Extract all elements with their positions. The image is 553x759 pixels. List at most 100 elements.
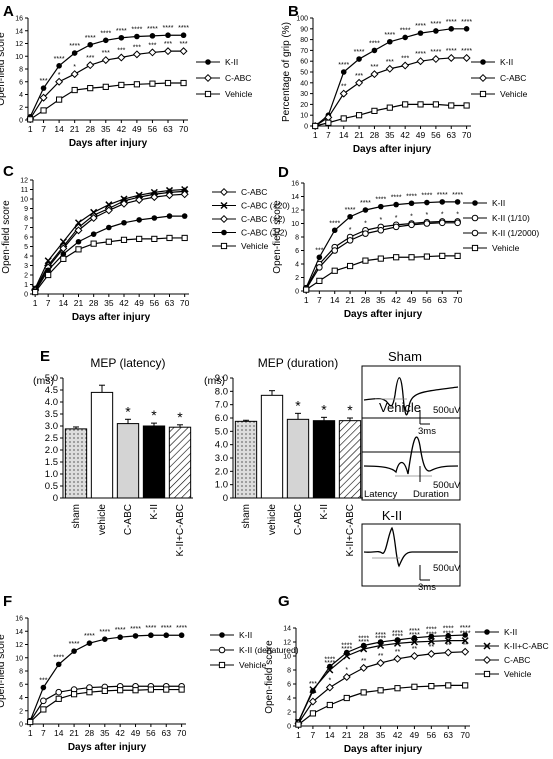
data-point (411, 683, 418, 690)
legend-label: K-II+C-ABC (504, 641, 549, 651)
data-point (180, 32, 187, 39)
trace-sham (363, 377, 459, 416)
y-tick-label: 3.5 (45, 409, 58, 420)
x-tick-label: 49 (131, 728, 141, 738)
x-tick-label: 56 (150, 298, 160, 308)
data-point (394, 685, 401, 692)
significance-mark: * (58, 72, 61, 79)
significance-mark: ** (446, 643, 452, 650)
x-tick-label: 63 (165, 298, 175, 308)
data-point (70, 70, 79, 79)
significance-mark: * (295, 397, 301, 413)
panel-label: D (278, 164, 289, 181)
significance-mark: *** (133, 44, 141, 51)
y-tick-label: 14 (283, 626, 291, 633)
data-point (444, 648, 453, 657)
legend-label: C-ABC (500, 73, 526, 83)
data-point (27, 116, 34, 123)
data-point (316, 254, 323, 261)
bar-C-ABC (116, 423, 140, 499)
y-tick-label: 8 (19, 669, 23, 676)
x-axis-label: Days after injury (344, 744, 423, 755)
y-tick-label: 2 (19, 105, 23, 112)
data-point (376, 658, 385, 668)
data-point (71, 86, 78, 94)
data-point (60, 251, 67, 257)
data-point (377, 641, 385, 650)
x-tick-label: 70 (460, 730, 470, 740)
legend-marker (478, 73, 488, 83)
y-tick-label: 9 (24, 206, 28, 213)
y-tick-label: 14 (15, 629, 23, 636)
data-point (462, 53, 471, 62)
x-tick-label: 21 (74, 298, 84, 308)
data-point (461, 647, 470, 656)
x-tick-label: 14 (59, 298, 69, 308)
data-point (132, 633, 139, 639)
legend-label: Vehicle (504, 669, 532, 679)
x-tick-label: 28 (361, 295, 371, 305)
data-point (117, 53, 126, 62)
x-tick-label: 1 (28, 124, 33, 134)
data-point (118, 81, 125, 89)
significance-mark: **** (409, 632, 420, 639)
y-tick-label: 0 (295, 289, 299, 296)
y-tick-label: 0 (19, 118, 23, 125)
y-tick-label: 2 (19, 708, 23, 715)
y-tick-label: 6.0 (215, 413, 228, 424)
y-tick-label: 8.0 (215, 386, 228, 397)
y-tick-label: 90 (300, 26, 308, 33)
data-point (102, 83, 109, 90)
data-point (393, 654, 402, 663)
data-point (356, 56, 362, 62)
legend-label: K-II (1/10) (492, 213, 530, 223)
x-tick-label: 70 (462, 130, 472, 140)
bar-K-II+C-ABC (168, 426, 192, 499)
data-point (325, 683, 334, 692)
data-point (90, 231, 97, 237)
significance-mark: **** (341, 646, 352, 653)
data-point (312, 122, 319, 130)
data-point (70, 691, 78, 698)
significance-mark: * (410, 214, 413, 221)
data-point (433, 28, 439, 34)
series-Vehicle: Vehicle (295, 669, 532, 728)
significance-mark: **** (69, 43, 80, 50)
significance-mark: **** (176, 625, 187, 632)
x-tick-label: sham (241, 504, 252, 528)
significance-mark: **** (329, 220, 340, 227)
significance-mark: **** (384, 32, 395, 39)
x-tick-label: 7 (46, 298, 51, 308)
legend-marker (483, 642, 491, 650)
significance-mark: ** (361, 658, 367, 665)
data-point (166, 213, 173, 219)
x-tick-label: C-ABC (293, 504, 304, 535)
y-tick-label: 5 (24, 244, 28, 251)
data-point (393, 201, 399, 208)
data-point (392, 223, 400, 231)
data-point (454, 219, 461, 227)
x-tick-label: 35 (100, 728, 110, 738)
data-point (461, 637, 469, 645)
data-point (165, 191, 174, 200)
y-axis-label: Open-field score (264, 640, 275, 714)
y-tick-label: 4.5 (45, 385, 58, 396)
legend-marker (220, 201, 228, 210)
significance-mark: * (426, 212, 429, 219)
y-tick-label: 0 (24, 292, 28, 299)
y-tick-label: 2.0 (45, 445, 58, 456)
x-axis-label: Days after injury (69, 138, 148, 149)
significance-mark: * (345, 667, 348, 674)
significance-mark: **** (392, 633, 403, 640)
data-point (448, 26, 455, 32)
significance-mark: **** (461, 19, 472, 26)
x-tick-label: 63 (438, 295, 448, 305)
panel-label: A (3, 3, 14, 20)
data-point (309, 710, 317, 717)
y-tick-label: 10 (15, 54, 23, 61)
series-line (27, 634, 182, 725)
chart-panel-E2: MEP (duration) (ms) 0 1.0 2.0 3.0 4.0 5.0 6.0 7.0… (204, 356, 363, 557)
y-tick-label: 0 (53, 493, 58, 504)
data-point (165, 186, 174, 194)
y-tick-label: 1.5 (45, 457, 58, 468)
